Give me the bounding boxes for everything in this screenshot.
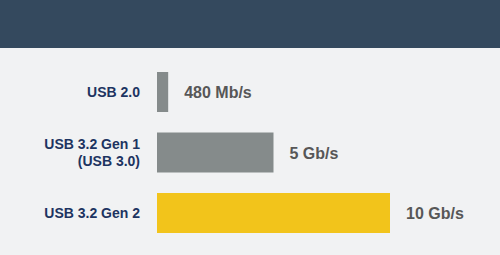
- bar: [157, 133, 274, 173]
- labels: USB 2.0 480 Mb/s USB 3.2 Gen 1(USB 3.0) 5 G…: [44, 84, 464, 222]
- category-label: USB 3.2 Gen 2: [44, 205, 140, 221]
- chart: USB 2.0 480 Mb/s USB 3.2 Gen 1(USB 3.0) 5 G…: [0, 0, 500, 255]
- bars: [157, 72, 390, 233]
- category-label: USB 2.0: [87, 84, 140, 100]
- data-label: 5 Gb/s: [290, 145, 339, 162]
- header-band: [0, 0, 500, 48]
- data-label: 10 Gb/s: [406, 205, 464, 222]
- bar: [157, 193, 390, 233]
- background: [0, 0, 500, 255]
- bar: [157, 72, 168, 112]
- category-label: USB 3.2 Gen 1(USB 3.0): [44, 136, 140, 169]
- data-label: 480 Mb/s: [184, 84, 252, 101]
